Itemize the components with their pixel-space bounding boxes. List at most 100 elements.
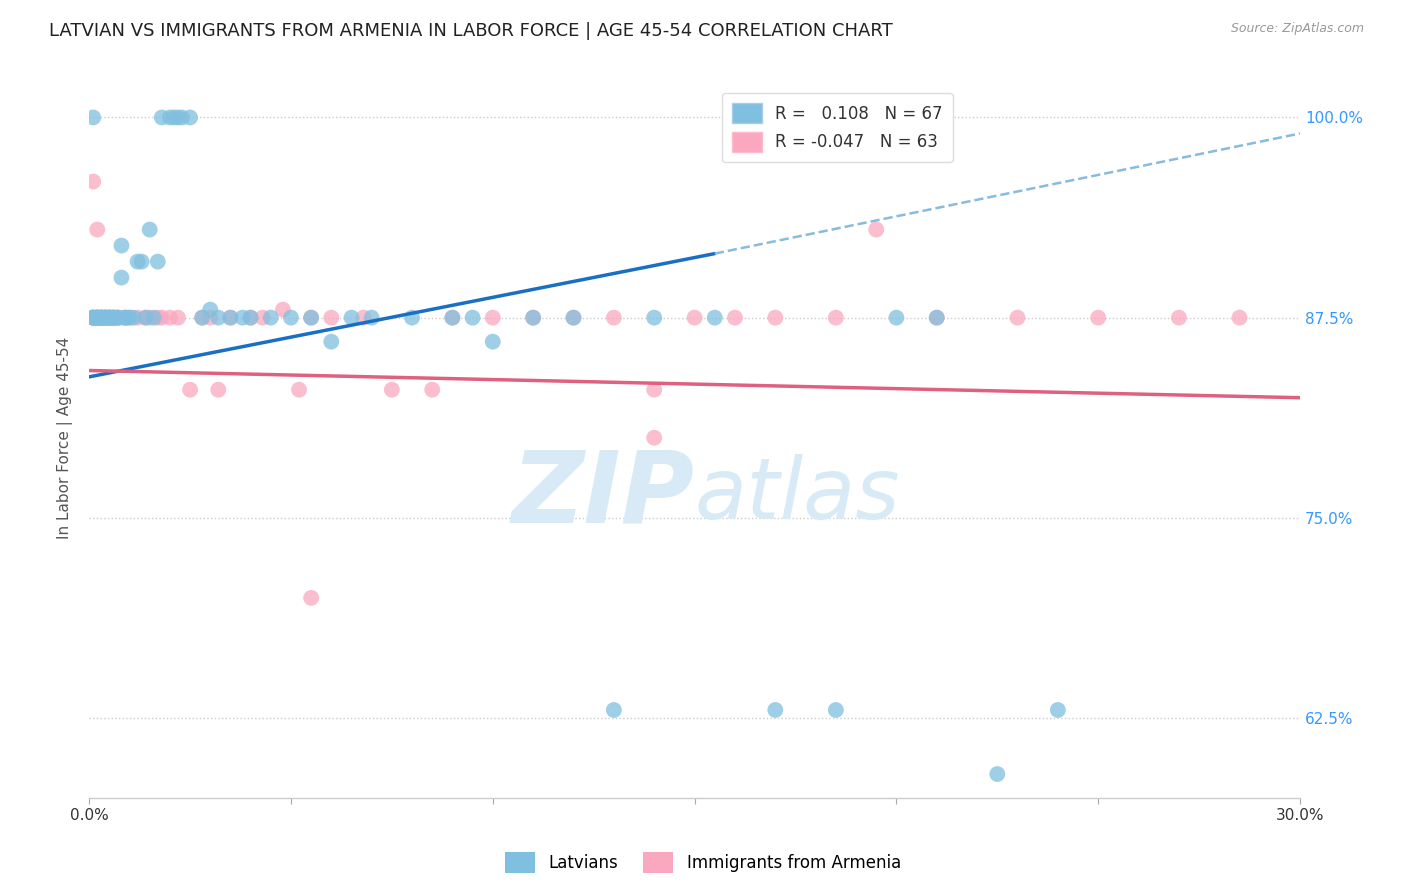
Point bbox=[353, 310, 375, 325]
Point bbox=[82, 310, 104, 325]
Point bbox=[159, 111, 181, 125]
Point bbox=[86, 310, 108, 325]
Point bbox=[138, 222, 160, 236]
Point bbox=[86, 310, 108, 325]
Point bbox=[107, 310, 129, 325]
Point bbox=[110, 270, 132, 285]
Point bbox=[103, 310, 125, 325]
Point bbox=[82, 111, 104, 125]
Point bbox=[191, 310, 214, 325]
Point bbox=[360, 310, 382, 325]
Point bbox=[103, 310, 125, 325]
Point bbox=[299, 310, 322, 325]
Point bbox=[122, 310, 145, 325]
Point bbox=[260, 310, 283, 325]
Point bbox=[167, 310, 190, 325]
Point bbox=[90, 310, 112, 325]
Point bbox=[170, 111, 193, 125]
Point bbox=[86, 310, 108, 325]
Point bbox=[420, 383, 443, 397]
Point bbox=[131, 254, 153, 268]
Point bbox=[299, 591, 322, 605]
Point bbox=[114, 310, 136, 325]
Text: LATVIAN VS IMMIGRANTS FROM ARMENIA IN LABOR FORCE | AGE 45-54 CORRELATION CHART: LATVIAN VS IMMIGRANTS FROM ARMENIA IN LA… bbox=[49, 22, 893, 40]
Point bbox=[321, 334, 343, 349]
Point bbox=[82, 175, 104, 189]
Point bbox=[98, 310, 121, 325]
Point bbox=[90, 310, 112, 325]
Point bbox=[110, 238, 132, 252]
Point bbox=[98, 310, 121, 325]
Point bbox=[103, 310, 125, 325]
Point bbox=[191, 310, 214, 325]
Point bbox=[522, 310, 544, 325]
Point bbox=[150, 310, 173, 325]
Point bbox=[118, 310, 141, 325]
Point bbox=[562, 310, 585, 325]
Y-axis label: In Labor Force | Age 45-54: In Labor Force | Age 45-54 bbox=[58, 336, 73, 539]
Point bbox=[481, 334, 503, 349]
Point bbox=[86, 310, 108, 325]
Point bbox=[603, 310, 626, 325]
Point bbox=[135, 310, 157, 325]
Point bbox=[82, 310, 104, 325]
Point bbox=[110, 310, 132, 325]
Point bbox=[94, 310, 117, 325]
Point bbox=[90, 310, 112, 325]
Point bbox=[94, 310, 117, 325]
Point bbox=[163, 111, 186, 125]
Point bbox=[288, 383, 311, 397]
Legend: R =   0.108   N = 67, R = -0.047   N = 63: R = 0.108 N = 67, R = -0.047 N = 63 bbox=[721, 93, 953, 162]
Point bbox=[643, 310, 665, 325]
Point bbox=[114, 310, 136, 325]
Point bbox=[94, 310, 117, 325]
Point bbox=[340, 310, 363, 325]
Point bbox=[401, 310, 423, 325]
Point bbox=[167, 111, 190, 125]
Point bbox=[90, 310, 112, 325]
Point bbox=[98, 310, 121, 325]
Point bbox=[925, 310, 948, 325]
Point bbox=[683, 310, 706, 325]
Point bbox=[252, 310, 274, 325]
Point bbox=[146, 310, 169, 325]
Point bbox=[824, 310, 846, 325]
Point bbox=[94, 310, 117, 325]
Point bbox=[82, 310, 104, 325]
Point bbox=[280, 310, 302, 325]
Point bbox=[200, 310, 222, 325]
Point bbox=[643, 383, 665, 397]
Point bbox=[603, 703, 626, 717]
Point bbox=[150, 111, 173, 125]
Point bbox=[114, 310, 136, 325]
Point bbox=[98, 310, 121, 325]
Text: Source: ZipAtlas.com: Source: ZipAtlas.com bbox=[1230, 22, 1364, 36]
Point bbox=[763, 310, 786, 325]
Text: atlas: atlas bbox=[695, 454, 900, 537]
Point bbox=[481, 310, 503, 325]
Point bbox=[207, 310, 229, 325]
Point bbox=[986, 767, 1008, 781]
Point bbox=[107, 310, 129, 325]
Point bbox=[219, 310, 242, 325]
Point bbox=[94, 310, 117, 325]
Point bbox=[138, 310, 160, 325]
Point bbox=[522, 310, 544, 325]
Point bbox=[381, 383, 404, 397]
Point bbox=[643, 431, 665, 445]
Point bbox=[865, 222, 887, 236]
Point bbox=[321, 310, 343, 325]
Point bbox=[1046, 703, 1069, 717]
Point bbox=[107, 310, 129, 325]
Point bbox=[82, 310, 104, 325]
Point bbox=[86, 310, 108, 325]
Point bbox=[142, 310, 165, 325]
Point bbox=[763, 703, 786, 717]
Point bbox=[299, 310, 322, 325]
Point bbox=[103, 310, 125, 325]
Point bbox=[179, 383, 201, 397]
Point bbox=[86, 310, 108, 325]
Point bbox=[127, 310, 149, 325]
Point bbox=[1087, 310, 1109, 325]
Point bbox=[103, 310, 125, 325]
